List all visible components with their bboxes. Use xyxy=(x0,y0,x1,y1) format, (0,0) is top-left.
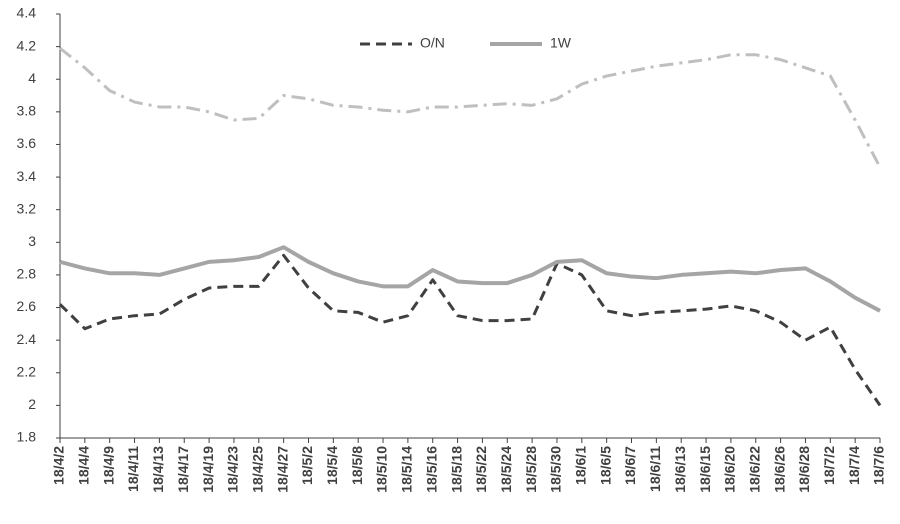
x-tick-label: 18/6/22 xyxy=(746,446,762,493)
y-tick-label: 2.8 xyxy=(17,266,37,282)
x-tick-label: 18/4/4 xyxy=(76,446,92,485)
y-tick-label: 2.2 xyxy=(17,363,37,379)
legend-label: 1W xyxy=(550,35,572,51)
x-tick-label: 18/5/18 xyxy=(448,446,464,493)
x-tick-label: 18/4/23 xyxy=(225,446,241,493)
y-tick-label: 3.8 xyxy=(17,103,37,119)
x-tick-label: 18/4/13 xyxy=(150,446,166,493)
x-tick-label: 18/4/25 xyxy=(249,446,265,493)
x-tick-label: 18/5/8 xyxy=(349,446,365,485)
y-tick-label: 4 xyxy=(28,70,36,86)
y-tick-label: 3.4 xyxy=(17,168,37,184)
x-tick-label: 18/5/24 xyxy=(498,446,514,493)
x-tick-label: 18/5/16 xyxy=(423,446,439,493)
x-tick-label: 18/6/28 xyxy=(796,446,812,493)
x-tick-label: 18/4/11 xyxy=(125,446,141,492)
x-tick-label: 18/5/10 xyxy=(374,446,390,493)
x-tick-label: 18/5/14 xyxy=(399,446,415,493)
x-tick-label: 18/6/15 xyxy=(697,446,713,493)
series-line xyxy=(59,47,882,168)
x-tick-label: 18/4/17 xyxy=(175,446,191,493)
x-tick-label: 18/6/13 xyxy=(672,446,688,493)
x-tick-label: 18/7/6 xyxy=(871,446,887,485)
y-tick-label: 2.6 xyxy=(17,298,37,314)
y-tick-label: 3.2 xyxy=(17,200,37,216)
x-tick-label: 18/5/30 xyxy=(548,446,564,493)
y-tick-label: 2.4 xyxy=(17,331,37,347)
x-tick-label: 18/6/5 xyxy=(597,446,613,485)
y-tick-label: 1.8 xyxy=(17,429,37,445)
x-tick-label: 18/4/27 xyxy=(274,446,290,493)
y-tick-label: 3.6 xyxy=(17,135,37,151)
x-tick-label: 18/6/7 xyxy=(622,446,638,485)
y-tick-label: 4.2 xyxy=(17,37,37,53)
x-tick-label: 18/7/2 xyxy=(821,446,837,485)
x-tick-label: 18/5/22 xyxy=(473,446,489,493)
series-line xyxy=(58,253,882,407)
x-tick-label: 18/6/20 xyxy=(722,446,738,493)
x-tick-label: 18/5/2 xyxy=(299,446,315,485)
x-tick-label: 18/6/1 xyxy=(573,446,589,485)
x-tick-label: 18/6/11 xyxy=(647,446,663,492)
x-tick-label: 18/6/26 xyxy=(771,446,787,493)
y-tick-label: 2 xyxy=(28,396,36,412)
x-tick-label: 18/5/28 xyxy=(523,446,539,493)
x-tick-label: 18/5/4 xyxy=(324,446,340,485)
x-tick-label: 18/4/19 xyxy=(200,446,216,493)
y-tick-label: 4.4 xyxy=(17,5,37,21)
y-tick-label: 3 xyxy=(28,233,36,249)
legend-label: O/N xyxy=(420,35,445,51)
series-line xyxy=(59,245,881,313)
x-tick-label: 18/7/4 xyxy=(846,446,862,485)
x-tick-label: 18/4/9 xyxy=(100,446,116,485)
x-tick-label: 18/4/2 xyxy=(51,446,67,485)
